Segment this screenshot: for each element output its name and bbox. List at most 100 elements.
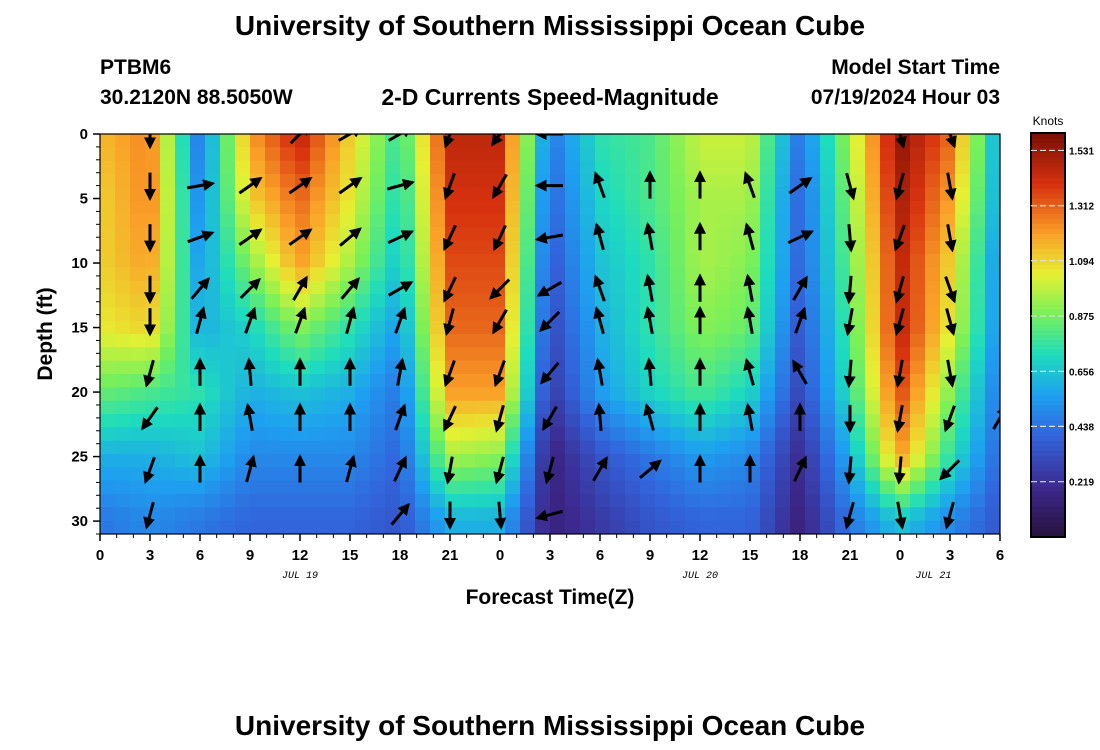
heatmap-cell xyxy=(760,240,776,255)
heatmap-cell xyxy=(565,280,581,295)
heatmap-cell xyxy=(880,454,896,468)
y-tick-label: 0 xyxy=(80,126,88,143)
heatmap-cell xyxy=(655,227,671,242)
heatmap-cell xyxy=(970,427,986,442)
heatmap-cell xyxy=(205,467,221,482)
heatmap-cell xyxy=(670,147,686,162)
heatmap-cell xyxy=(220,187,236,202)
colorbar-segment xyxy=(1031,289,1065,296)
heatmap-cell xyxy=(610,374,626,388)
heatmap-cell xyxy=(910,387,926,402)
current-vector-arrow xyxy=(187,230,215,244)
heatmap-cell xyxy=(925,520,941,534)
heatmap-cell xyxy=(850,360,866,375)
heatmap-cell xyxy=(565,440,581,455)
heatmap-cell xyxy=(625,480,641,495)
current-vector-arrow xyxy=(493,359,506,388)
heatmap-cell xyxy=(730,480,746,495)
heatmap-cell xyxy=(100,294,116,308)
heatmap-cell xyxy=(730,374,746,388)
heatmap-cell xyxy=(655,134,671,148)
heatmap-cell xyxy=(175,360,191,375)
heatmap-cell xyxy=(250,494,266,508)
heatmap-cell xyxy=(190,214,206,228)
heatmap-cell xyxy=(355,347,371,362)
heatmap-cell xyxy=(880,267,896,282)
heatmap-cell xyxy=(460,507,476,522)
heatmap-cell xyxy=(820,387,836,402)
heatmap-cell xyxy=(835,360,851,375)
heatmap-cell xyxy=(610,227,626,242)
heatmap-cell xyxy=(115,254,131,268)
heatmap-cell xyxy=(280,427,296,442)
heatmap-cell xyxy=(100,347,116,362)
colorbar-segment xyxy=(1031,355,1065,361)
heatmap-cell xyxy=(700,280,716,295)
colorbar-segment xyxy=(1031,244,1065,250)
heatmap-cell xyxy=(835,347,851,362)
heatmap-cell xyxy=(955,520,971,534)
current-vector-arrow xyxy=(844,224,857,253)
current-vector-arrow xyxy=(337,134,364,142)
heatmap-cell xyxy=(340,347,356,362)
heatmap-cell xyxy=(790,387,806,402)
heatmap-cell xyxy=(580,520,596,534)
heatmap-cell xyxy=(250,347,266,362)
heatmap-cell xyxy=(310,134,326,148)
current-vector-arrow xyxy=(387,230,414,245)
heatmap-cell xyxy=(865,174,881,188)
heatmap-cell xyxy=(880,280,896,295)
heatmap-cell xyxy=(340,374,356,388)
heatmap-cell xyxy=(805,187,821,202)
heatmap-cell xyxy=(160,174,176,188)
heatmap-cell xyxy=(820,440,836,455)
heatmap-cell xyxy=(985,307,1000,322)
heatmap-cell xyxy=(325,520,341,534)
heatmap-cell xyxy=(745,507,761,522)
heatmap-cell xyxy=(700,320,716,335)
heatmap-cell xyxy=(835,387,851,402)
heatmap-cell xyxy=(835,307,851,322)
heatmap-cell xyxy=(355,320,371,335)
heatmap-cell xyxy=(130,480,146,495)
heatmap-cell xyxy=(595,160,611,175)
heatmap-cell xyxy=(460,440,476,455)
heatmap-cell xyxy=(220,267,236,282)
heatmap-cell xyxy=(550,254,566,268)
heatmap-cell xyxy=(460,454,476,468)
heatmap-cell xyxy=(850,267,866,282)
current-vector-arrow xyxy=(992,404,1000,430)
heatmap-cell xyxy=(100,374,116,388)
heatmap-cell xyxy=(865,147,881,162)
heatmap-cell xyxy=(775,267,791,282)
colorbar-segment xyxy=(1031,481,1065,488)
colorbar-segment xyxy=(1031,138,1065,144)
heatmap-cell xyxy=(910,280,926,295)
heatmap-cell xyxy=(880,187,896,202)
heatmap-cell xyxy=(655,467,671,482)
heatmap-cell xyxy=(145,387,161,402)
heatmap-cell xyxy=(940,454,956,468)
heatmap-cell xyxy=(130,200,146,215)
heatmap-cell xyxy=(730,347,746,362)
heatmap-cell xyxy=(700,427,716,442)
heatmap-cell xyxy=(160,520,176,534)
heatmap-cell xyxy=(415,267,431,282)
heatmap-cell xyxy=(475,467,491,482)
heatmap-cell xyxy=(175,507,191,522)
heatmap-cell xyxy=(160,440,176,455)
heatmap-cell xyxy=(895,254,911,268)
heatmap-cell xyxy=(355,134,371,148)
heatmap-cell xyxy=(775,227,791,242)
heatmap-cell xyxy=(880,334,896,348)
heatmap-cell xyxy=(685,267,701,282)
heatmap-cell xyxy=(340,427,356,442)
heatmap-cell xyxy=(160,227,176,242)
heatmap-cell xyxy=(565,347,581,362)
heatmap-cell xyxy=(205,200,221,215)
heatmap-cell xyxy=(400,480,416,495)
heatmap-cell xyxy=(280,214,296,228)
heatmap-cell xyxy=(715,374,731,388)
heatmap-cell xyxy=(220,467,236,482)
heatmap-cell xyxy=(430,280,446,295)
